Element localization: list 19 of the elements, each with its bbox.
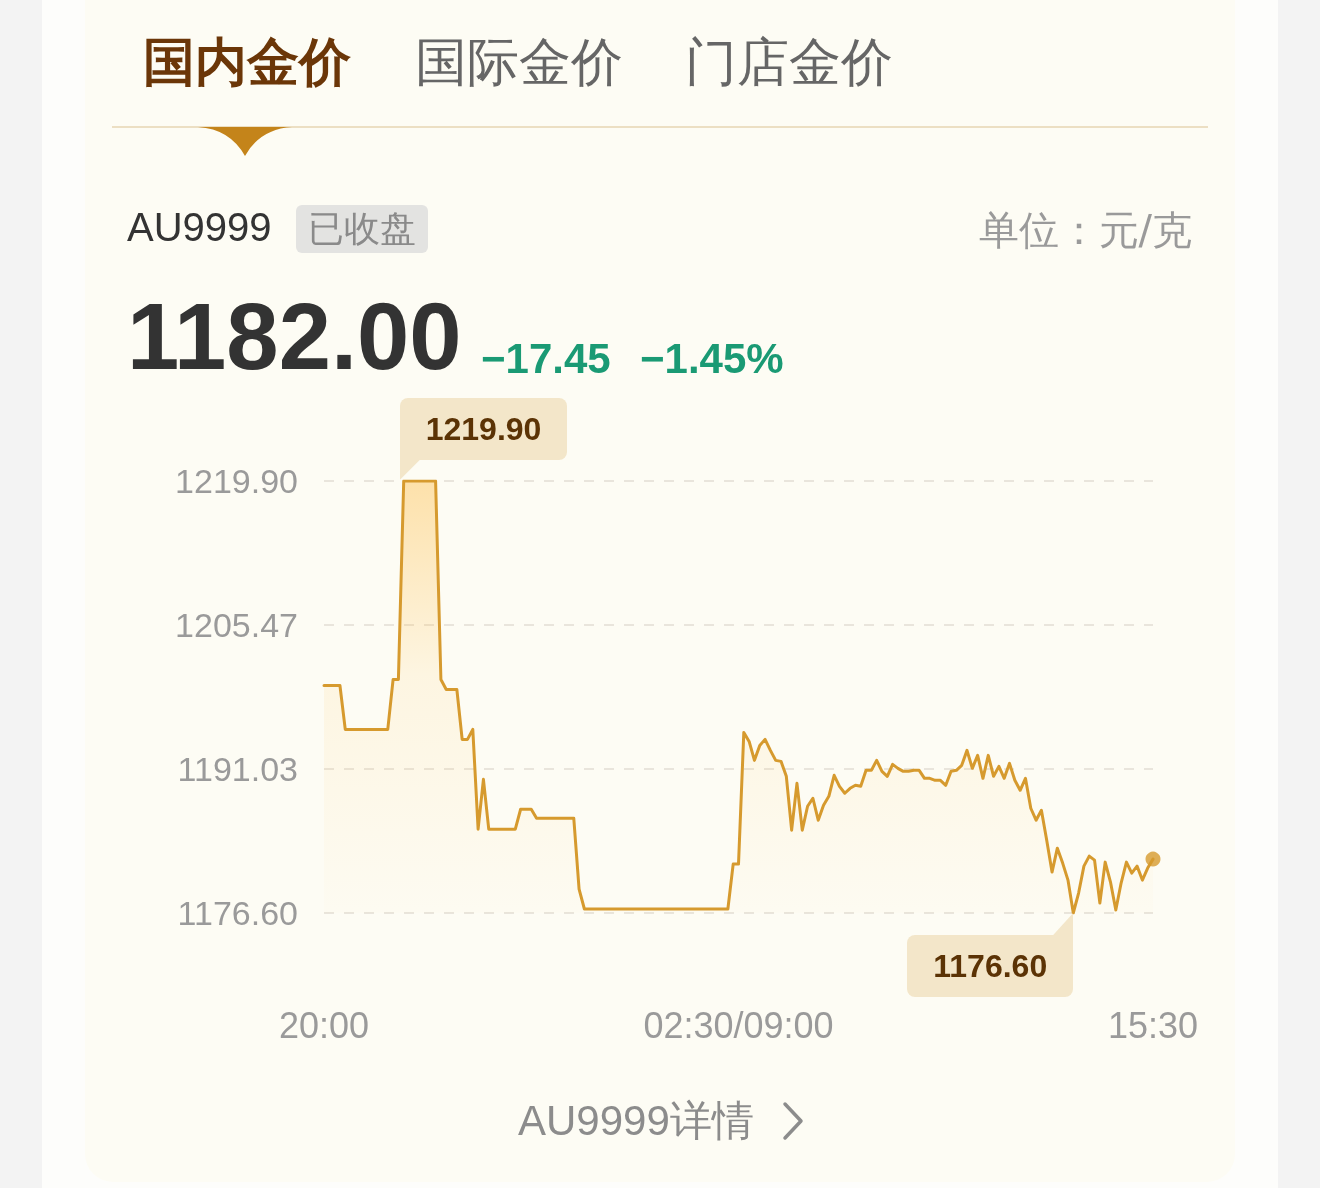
y-tick-label: 1205.47	[175, 605, 298, 644]
text: 国际金价	[415, 32, 623, 92]
text: −1.45%	[640, 335, 784, 382]
text: 门店金价	[685, 32, 893, 92]
text: 已收盘	[296, 205, 428, 253]
text: 1176.60	[907, 935, 1074, 997]
text: 国内金价	[143, 32, 351, 92]
text: AU9999详情	[518, 1097, 754, 1144]
x-tick-label: 15:30	[1107, 1004, 1199, 1046]
y-tick-label: 1176.60	[177, 894, 298, 932]
chart-title: AU9999	[127, 205, 272, 249]
y-tick-label: 1219.90	[175, 462, 298, 500]
text: 1182.00	[127, 284, 462, 389]
text: 1219.90	[399, 398, 568, 460]
text: −17.45	[481, 335, 611, 382]
text: 单位：元/克	[978, 207, 1192, 253]
y-tick-label: 1191.03	[177, 750, 298, 789]
x-tick-label: 20:00	[278, 1004, 370, 1046]
x-tick-label: 02:30/09:00	[643, 1004, 834, 1046]
